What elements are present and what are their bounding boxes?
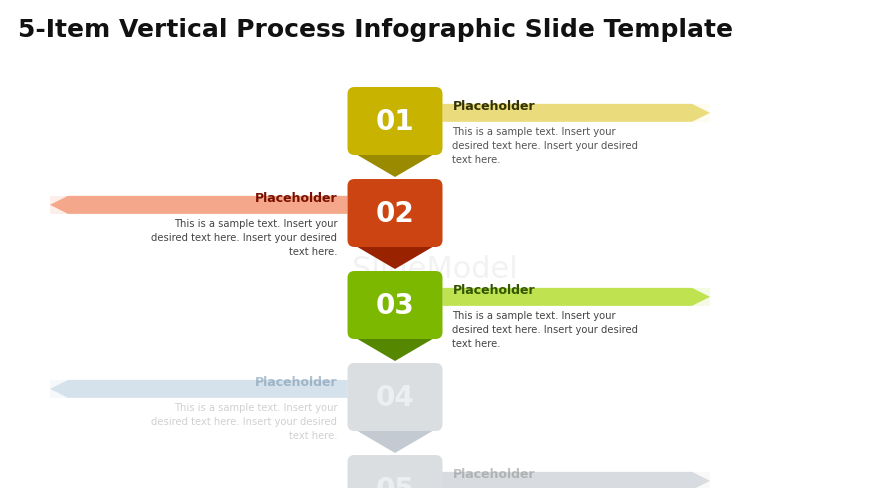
Text: 04: 04 — [375, 383, 414, 411]
Text: Placeholder: Placeholder — [452, 283, 534, 296]
FancyBboxPatch shape — [347, 271, 442, 339]
FancyBboxPatch shape — [347, 180, 442, 247]
Text: This is a sample text. Insert your
desired text here. Insert your desired
text h: This is a sample text. Insert your desir… — [151, 402, 337, 440]
Text: 01: 01 — [375, 108, 414, 136]
Text: This is a sample text. Insert your
desired text here. Insert your desired
text h: This is a sample text. Insert your desir… — [151, 219, 337, 256]
Text: 05: 05 — [375, 475, 414, 488]
Text: 5-Item Vertical Process Infographic Slide Template: 5-Item Vertical Process Infographic Slid… — [18, 18, 733, 42]
FancyBboxPatch shape — [347, 363, 442, 431]
Text: SlideModel: SlideModel — [352, 255, 517, 284]
Text: This is a sample text. Insert your
desired text here. Insert your desired
text h: This is a sample text. Insert your desir… — [452, 310, 638, 348]
Polygon shape — [442, 472, 709, 488]
Polygon shape — [50, 380, 347, 398]
FancyBboxPatch shape — [347, 455, 442, 488]
Polygon shape — [357, 339, 432, 361]
Polygon shape — [50, 197, 347, 214]
Polygon shape — [50, 380, 347, 398]
Polygon shape — [357, 431, 432, 453]
Polygon shape — [442, 288, 709, 306]
Text: 03: 03 — [375, 291, 414, 319]
Text: Placeholder: Placeholder — [452, 100, 534, 113]
Text: Placeholder: Placeholder — [452, 467, 534, 480]
Polygon shape — [442, 472, 709, 488]
Polygon shape — [442, 104, 709, 122]
Text: This is a sample text. Insert your
desired text here. Insert your desired
text h: This is a sample text. Insert your desir… — [452, 126, 638, 164]
Polygon shape — [442, 288, 709, 306]
Polygon shape — [442, 104, 709, 122]
FancyBboxPatch shape — [347, 88, 442, 156]
Polygon shape — [357, 247, 432, 269]
Text: Placeholder: Placeholder — [255, 191, 337, 204]
Polygon shape — [357, 156, 432, 178]
Text: 02: 02 — [375, 200, 414, 227]
Polygon shape — [50, 197, 347, 214]
Text: Placeholder: Placeholder — [255, 375, 337, 388]
